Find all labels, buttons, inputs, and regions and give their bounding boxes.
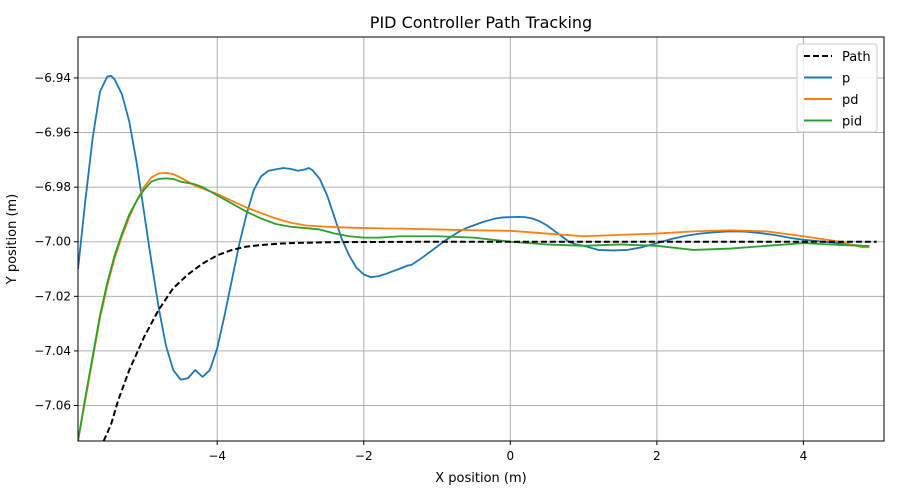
y-tick-label: −6.96 bbox=[34, 126, 71, 140]
x-tick-label: −4 bbox=[208, 449, 226, 463]
y-tick-label: −7.00 bbox=[34, 235, 71, 249]
y-axis-label: Y position (m) bbox=[5, 194, 20, 286]
y-tick-label: −7.06 bbox=[34, 399, 71, 413]
chart-title: PID Controller Path Tracking bbox=[370, 13, 592, 32]
legend-label-p: p bbox=[842, 72, 850, 87]
x-tick-label: 4 bbox=[800, 449, 808, 463]
y-tick-label: −6.94 bbox=[34, 71, 71, 85]
y-tick-label: −6.98 bbox=[34, 180, 71, 194]
legend-label-pd: pd bbox=[842, 93, 859, 108]
series-lines bbox=[78, 74, 877, 441]
legend-label-pid: pid bbox=[842, 115, 862, 130]
legend: Path p pd pid bbox=[796, 43, 878, 133]
legend-label-Path: Path bbox=[842, 50, 871, 65]
axis-ticks: −4 −2 0 2 4 −6.94 −6.96 −6.98 −7.00 −7.02 −7.04 −7.… bbox=[34, 71, 807, 463]
series-line-Path bbox=[102, 240, 877, 441]
series-line-pd bbox=[78, 172, 870, 441]
x-tick-label: 0 bbox=[506, 449, 514, 463]
x-tick-label: −2 bbox=[355, 449, 373, 463]
y-tick-label: −7.04 bbox=[34, 344, 71, 358]
series-line-p bbox=[78, 74, 870, 381]
x-axis-label: X position (m) bbox=[435, 471, 526, 486]
plot-frame bbox=[77, 36, 885, 442]
series-line-pid bbox=[78, 177, 870, 441]
x-tick-label: 2 bbox=[653, 449, 661, 463]
legend-box bbox=[796, 43, 878, 133]
y-tick-label: −7.02 bbox=[34, 289, 71, 303]
